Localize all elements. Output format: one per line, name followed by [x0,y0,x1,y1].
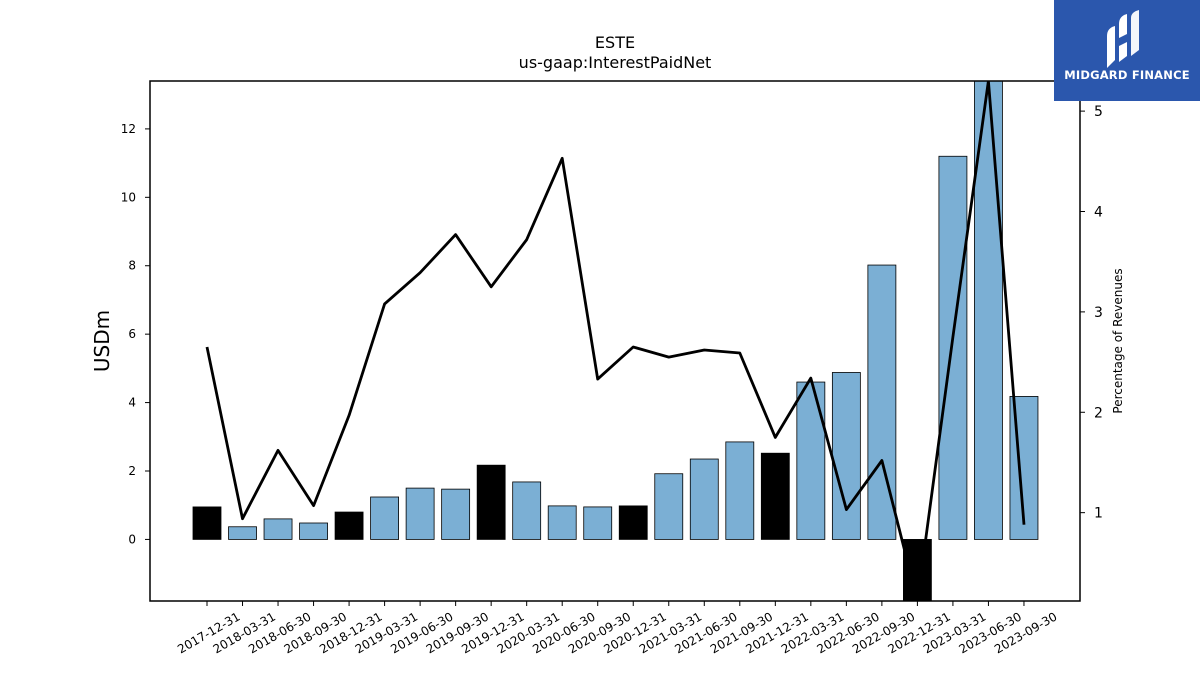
bar [547,505,577,540]
bar [405,487,435,540]
chart-subtitle: us-gaap:InterestPaidNet [519,53,712,72]
plot-frame [149,80,1081,602]
bar [725,441,755,540]
y-axis-label: USDm [90,310,114,372]
y-right-tick-label: 1 [1094,506,1103,522]
y-tick-label: 0 [128,532,136,546]
bar [512,481,542,540]
bar [299,522,328,540]
bar [334,511,364,540]
y-axis-right: 1 2 3 4 5 [1080,104,1103,522]
line-path [205,81,1026,601]
bar-series [192,81,1039,601]
bar [583,506,613,540]
x-axis: 2017-12-312018-03-312018-06-302018-09-30… [175,601,1059,656]
y-tick-label: 2 [128,464,136,478]
y-right-tick-label: 5 [1094,104,1103,120]
logo-text: MIDGARD FINANCE [1064,68,1190,82]
bar [938,155,968,540]
y-tick-label: 4 [128,396,136,410]
bar [370,496,400,540]
bar [476,464,506,540]
chart-title: ESTE [595,33,635,52]
bar [263,518,293,540]
y-right-tick-label: 2 [1094,405,1103,421]
bar [654,473,684,540]
bar [689,458,719,540]
y-tick-label: 12 [121,122,136,136]
midgard-logo-icon [1107,10,1139,68]
bar [831,372,861,540]
y-tick-label: 6 [128,327,136,341]
y-tick-label: 8 [128,259,136,273]
midgard-finance-logo: MIDGARD FINANCE [1054,0,1200,101]
y-tick-label: 10 [121,190,136,204]
bar [228,526,257,540]
bar [796,381,826,540]
bar [192,506,222,540]
y-axis-left: 0 2 4 6 8 10 12 [121,122,150,546]
y-right-tick-label: 3 [1094,305,1103,321]
y-right-tick-label: 4 [1094,205,1103,221]
bar [760,452,790,540]
y-axis-right-label: Percentage of Revenues [1111,268,1125,413]
bar [441,488,471,540]
line-series [205,81,1026,601]
bar [618,505,648,540]
